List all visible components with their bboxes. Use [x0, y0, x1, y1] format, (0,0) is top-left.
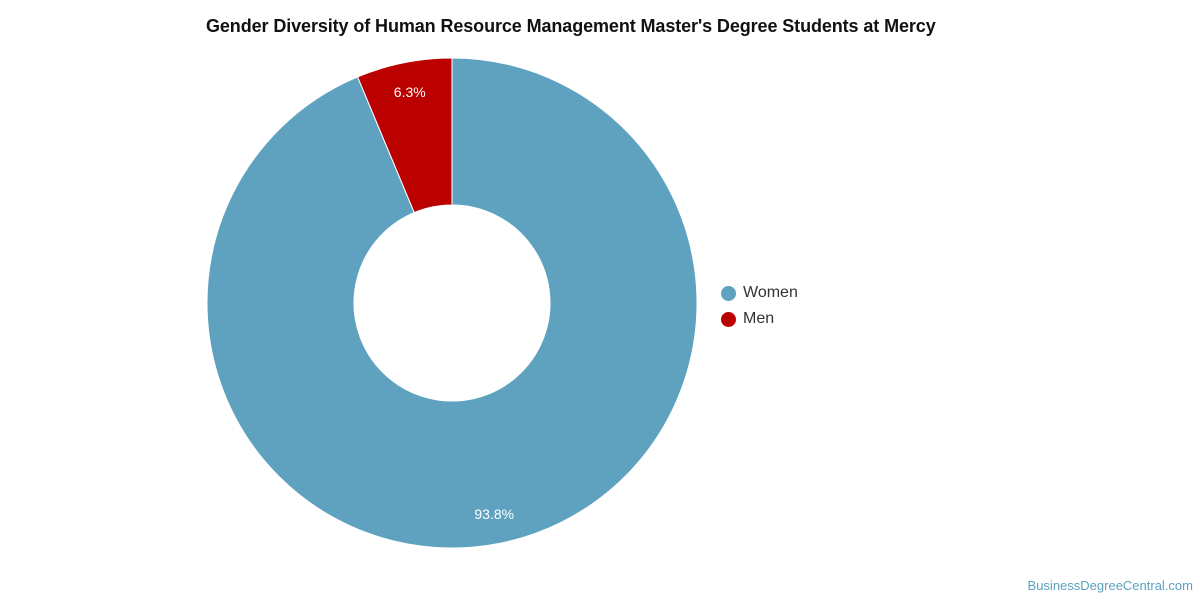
slice-men[interactable]: [356, 57, 453, 214]
slice-label-men: 6.3%: [394, 84, 426, 100]
chart-title: Gender Diversity of Human Resource Manag…: [206, 16, 936, 36]
slice-women[interactable]: [206, 57, 698, 549]
legend-label-men: Men: [743, 310, 775, 327]
legend-item-men[interactable]: Men: [721, 306, 798, 332]
slice-labels: 93.8% 6.3%: [394, 84, 514, 522]
donut-slices: [206, 57, 698, 549]
legend: Women Men: [721, 280, 798, 332]
slice-label-women: 93.8%: [474, 506, 514, 522]
legend-swatch-men: [721, 311, 736, 327]
source-credit[interactable]: BusinessDegreeCentral.com: [1027, 578, 1193, 593]
legend-swatch-women: [721, 285, 736, 301]
legend-label-women: Women: [743, 284, 798, 301]
legend-item-women[interactable]: Women: [721, 280, 798, 306]
